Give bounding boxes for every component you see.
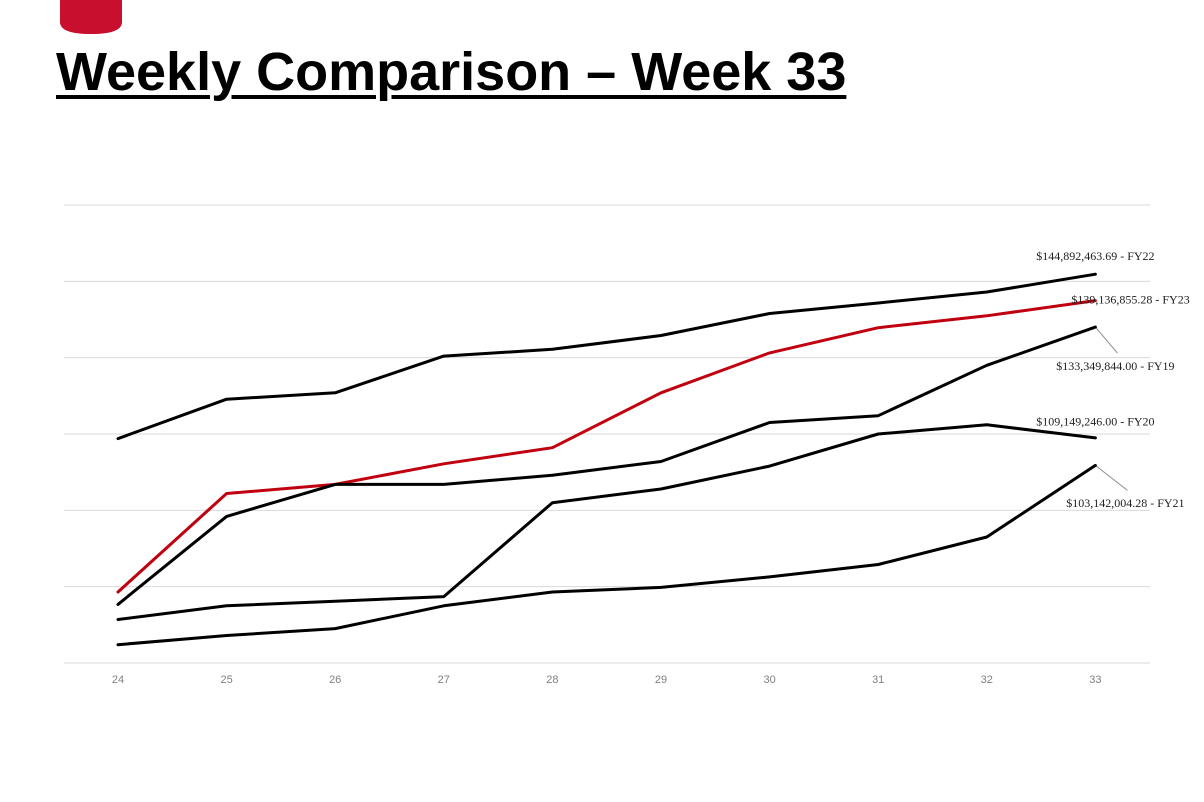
series-line-fy19 <box>116 325 1097 606</box>
series-lines <box>116 272 1097 647</box>
x-tick-label: 27 <box>438 674 450 686</box>
x-tick-label: 33 <box>1089 674 1101 686</box>
x-tick-label: 26 <box>329 674 341 686</box>
series-label-fy21: $103,142,004.28 - FY21 <box>1066 496 1184 510</box>
callout-leader-line <box>1095 465 1128 491</box>
series-label-fy20: $109,149,246.00 - FY20 <box>1036 415 1154 429</box>
series-label-fy22: $144,892,463.69 - FY22 <box>1036 249 1154 263</box>
x-tick-label: 32 <box>981 674 993 686</box>
series-line-fy22 <box>116 272 1097 441</box>
callout-leader-line <box>1095 326 1118 354</box>
gridlines <box>64 204 1150 664</box>
logo-shape <box>60 0 122 34</box>
series-line-fy21 <box>116 463 1097 647</box>
callout-labels: $144,892,463.69 - FY22 $139,136,855.28 - … <box>1036 249 1190 510</box>
series-label-fy23: $139,136,855.28 - FY23 <box>1071 292 1189 306</box>
page-title: Weekly Comparison – Week 33 <box>56 42 847 102</box>
x-tick-label: 31 <box>872 674 884 686</box>
shield-logo-icon <box>60 0 122 34</box>
x-tick-label: 29 <box>655 674 667 686</box>
x-tick-label: 24 <box>112 674 124 686</box>
x-axis-ticks: 24 25 26 27 28 29 30 31 32 33 <box>112 674 1102 686</box>
callout-leaders <box>1095 326 1128 491</box>
x-tick-label: 25 <box>220 674 232 686</box>
series-label-fy19: $133,349,844.00 - FY19 <box>1056 359 1174 373</box>
x-tick-label: 28 <box>546 674 558 686</box>
series-line-fy23 <box>116 299 1097 594</box>
series-line-fy20 <box>116 423 1097 621</box>
x-tick-label: 30 <box>763 674 775 686</box>
